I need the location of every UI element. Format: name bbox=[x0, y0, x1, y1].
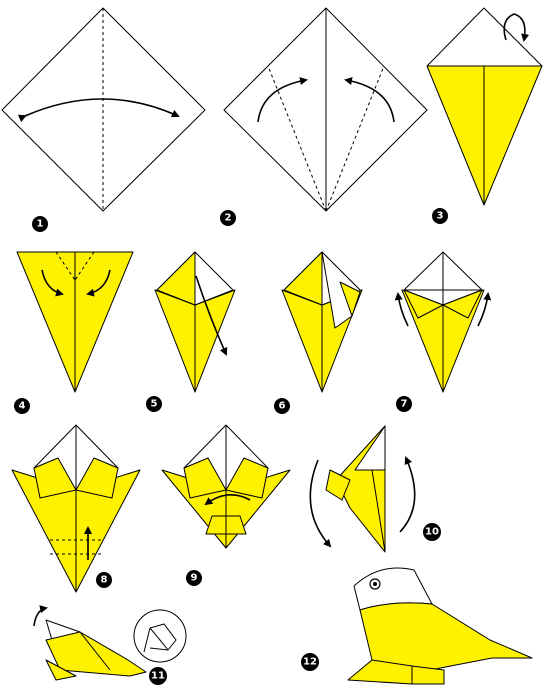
svg-text:10: 10 bbox=[425, 527, 439, 538]
step-badge-4: 4 bbox=[14, 398, 30, 414]
svg-text:3: 3 bbox=[437, 211, 444, 222]
step-11-diagram bbox=[33, 605, 187, 681]
step-7-diagram bbox=[394, 251, 492, 393]
svg-text:1: 1 bbox=[37, 219, 44, 230]
step-badge-11: 11 bbox=[149, 667, 167, 685]
step-1-diagram bbox=[1, 7, 206, 212]
svg-text:11: 11 bbox=[151, 671, 165, 682]
step-3-diagram bbox=[426, 7, 543, 206]
step-badge-10: 10 bbox=[423, 523, 441, 541]
step-badge-6: 6 bbox=[274, 398, 290, 414]
step-8-diagram bbox=[11, 424, 141, 593]
step-badge-12: 12 bbox=[301, 653, 319, 671]
step-2-diagram bbox=[223, 7, 428, 212]
step-badge-2: 2 bbox=[220, 210, 236, 226]
step-12-diagram bbox=[347, 567, 533, 685]
step-9-diagram bbox=[161, 424, 291, 549]
step-10-diagram bbox=[309, 425, 416, 553]
step-5-diagram bbox=[154, 251, 236, 393]
svg-text:12: 12 bbox=[303, 657, 317, 668]
svg-text:6: 6 bbox=[279, 401, 286, 412]
step-6-diagram bbox=[281, 251, 363, 393]
step-4-diagram bbox=[16, 251, 134, 393]
svg-text:2: 2 bbox=[225, 213, 232, 224]
step-badge-3: 3 bbox=[432, 208, 448, 224]
step-badge-5: 5 bbox=[146, 396, 162, 412]
step-badge-8: 8 bbox=[96, 572, 112, 588]
svg-text:9: 9 bbox=[191, 573, 198, 584]
step-badge-1: 1 bbox=[32, 216, 48, 232]
svg-text:7: 7 bbox=[401, 399, 408, 410]
step-badge-7: 7 bbox=[396, 396, 412, 412]
svg-text:4: 4 bbox=[19, 401, 26, 412]
svg-text:5: 5 bbox=[151, 399, 158, 410]
svg-text:8: 8 bbox=[101, 575, 108, 586]
step-badge-9: 9 bbox=[186, 570, 202, 586]
